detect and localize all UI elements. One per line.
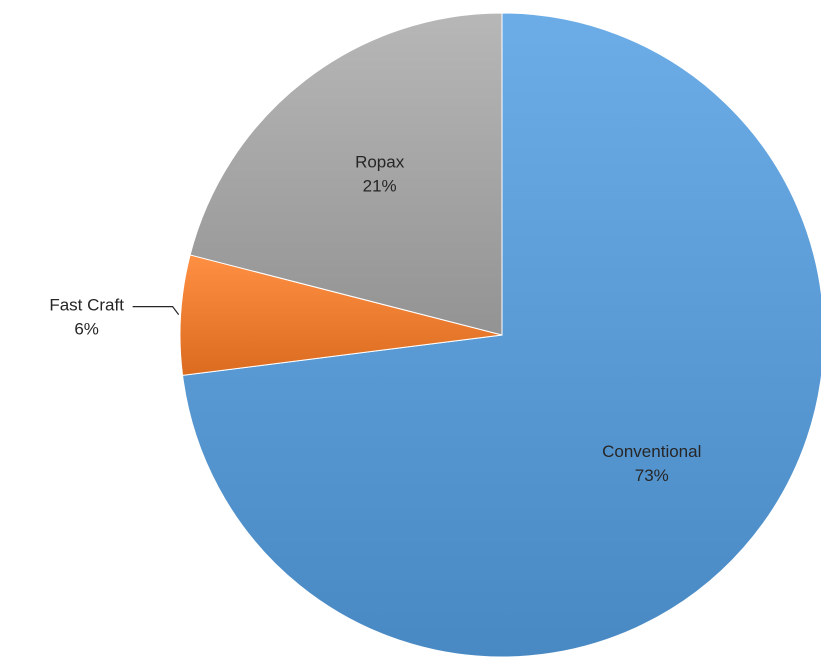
pie-slice-conventional: [181, 12, 821, 657]
slices-layer: [179, 12, 821, 657]
data-labels: Conventional 73% Fast Craft 6% Ropax 21%: [49, 152, 701, 485]
slice-percent-fast-craft: 6%: [74, 320, 99, 339]
slice-percent-ropax: 21%: [363, 176, 397, 195]
slice-label-ropax: Ropax: [355, 152, 405, 171]
leader-lines: [132, 306, 180, 316]
pie-slice-fast-craft: [179, 254, 503, 376]
slice-percent-conventional: 73%: [635, 466, 669, 485]
slice-label-fast-craft: Fast Craft: [49, 296, 124, 315]
leader-line-fast-craft: [132, 306, 180, 316]
pie-slice-ropax: [189, 12, 503, 336]
slice-label-conventional: Conventional: [602, 442, 701, 461]
